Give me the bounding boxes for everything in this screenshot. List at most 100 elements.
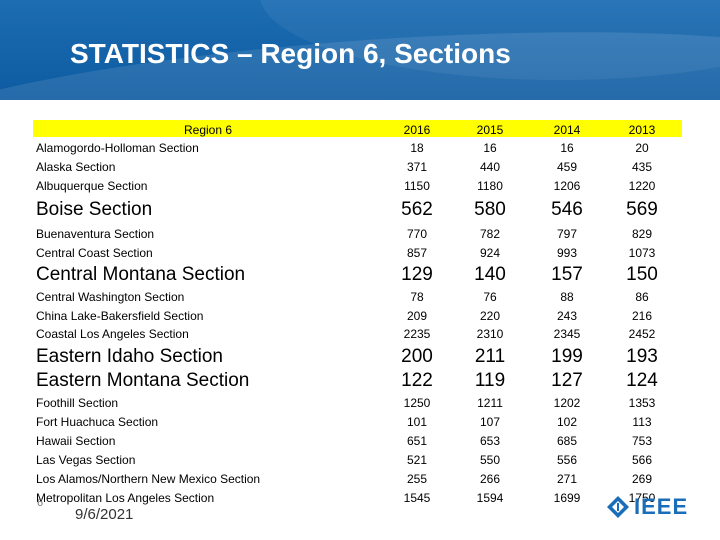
- table-row-name: Central Montana Section: [36, 264, 246, 285]
- slide-date: 9/6/2021: [75, 506, 134, 523]
- table-cell: 924: [479, 246, 501, 260]
- table-cell: 580: [474, 199, 506, 220]
- table-cell: 18: [410, 141, 424, 155]
- table-cell: 521: [406, 453, 428, 467]
- ieee-logo-text: IEEE: [634, 494, 689, 519]
- table-header-year: 2015: [476, 123, 504, 137]
- table-cell: 157: [551, 264, 583, 285]
- table-cell: 199: [551, 346, 583, 367]
- table-cell: 271: [556, 472, 578, 486]
- table-cell: 129: [401, 264, 433, 285]
- table-row-name: Metropolitan Los Angeles Section: [36, 491, 215, 505]
- table-cell: 209: [406, 309, 428, 323]
- table-cell: 829: [631, 227, 653, 241]
- table-row-name: Alamogordo-Holloman Section: [36, 141, 199, 155]
- table-cell: 1206: [553, 179, 581, 193]
- table-cell: 2235: [403, 327, 431, 341]
- table-cell: 76: [483, 290, 497, 304]
- table-cell: 78: [410, 290, 424, 304]
- table-cell: 459: [556, 160, 578, 174]
- table-cell: 1202: [553, 396, 581, 410]
- table-cell: 1220: [628, 179, 656, 193]
- table-cell: 113: [632, 415, 652, 429]
- table-row-name: Hawaii Section: [36, 434, 116, 448]
- table-cell: 651: [406, 434, 428, 448]
- table-row-name: Alaska Section: [36, 160, 116, 174]
- table-row-name: Eastern Montana Section: [36, 370, 250, 391]
- table-cell: 88: [560, 290, 574, 304]
- table-header-highlight: [33, 120, 682, 137]
- table-cell: 993: [556, 246, 578, 260]
- table-cell: 1353: [628, 396, 656, 410]
- table-cell: 1150: [404, 179, 430, 193]
- table-cell: 1750: [628, 491, 656, 505]
- table-cell: 16: [483, 141, 497, 155]
- slide-title: STATISTICS – Region 6, Sections: [70, 38, 511, 69]
- table-cell: 101: [406, 415, 428, 429]
- table-cell: 16: [560, 141, 574, 155]
- table-cell: 653: [479, 434, 501, 448]
- table-cell: 566: [631, 453, 653, 467]
- table-cell: 1699: [553, 491, 581, 505]
- table-row-name: Central Coast Section: [36, 246, 153, 260]
- table-cell: 435: [631, 160, 653, 174]
- table-row-name: China Lake-Bakersfield Section: [36, 309, 204, 323]
- table-cell: 556: [556, 453, 578, 467]
- table-row-name: Las Vegas Section: [36, 453, 136, 467]
- table-row-name: Boise Section: [36, 199, 153, 220]
- table-cell: 86: [635, 290, 649, 304]
- ieee-diamond-icon: [607, 496, 629, 518]
- table-row-name: Coastal Los Angeles Section: [36, 327, 189, 341]
- table-cell: 1250: [403, 396, 431, 410]
- ieee-logo: IEEE: [606, 493, 688, 521]
- table-cell: 569: [626, 199, 658, 220]
- table-cell: 2310: [476, 327, 504, 341]
- table-cell: 266: [479, 472, 501, 486]
- table-cell: 119: [474, 370, 506, 391]
- table-cell: 2452: [628, 327, 656, 341]
- table-cell: 2345: [553, 327, 581, 341]
- table-cell: 685: [556, 434, 578, 448]
- table-cell: 216: [631, 309, 653, 323]
- table-cell: 550: [479, 453, 501, 467]
- table-row-name: Albuquerque Section: [36, 179, 148, 193]
- table-cell: 562: [401, 199, 433, 220]
- table-cell: 1545: [403, 491, 431, 505]
- table-cell: 124: [626, 370, 658, 391]
- table-cell: 193: [626, 346, 658, 367]
- table-cell: 782: [479, 227, 501, 241]
- table-cell: 211: [474, 346, 506, 367]
- table-row-name: Eastern Idaho Section: [36, 346, 223, 367]
- table-cell: 255: [406, 472, 428, 486]
- table-cell: 546: [551, 199, 583, 220]
- table-row-name: Foothill Section: [36, 396, 119, 410]
- table-cell: 127: [551, 370, 583, 391]
- header-banner: [0, 0, 720, 100]
- table-row-name: Buenaventura Section: [36, 227, 155, 241]
- table-cell: 1211: [477, 396, 503, 410]
- table-cell: 150: [626, 264, 658, 285]
- table-cell: 122: [401, 370, 433, 391]
- table-cell: 1594: [476, 491, 504, 505]
- table-cell: 102: [556, 415, 578, 429]
- table-cell: 371: [406, 160, 428, 174]
- table-cell: 770: [406, 227, 428, 241]
- table-cell: 269: [631, 472, 653, 486]
- table-row-name: Fort Huachuca Section: [36, 415, 159, 429]
- table-header-region: Region 6: [184, 123, 233, 137]
- table-cell: 797: [556, 227, 578, 241]
- slide-number: 6: [37, 497, 44, 509]
- table-row-name: Los Alamos/Northern New Mexico Section: [36, 472, 261, 486]
- table-row-name: Central Washington Section: [36, 290, 185, 304]
- table-cell: 1180: [477, 179, 503, 193]
- table-cell: 440: [479, 160, 501, 174]
- table-cell: 243: [556, 309, 578, 323]
- table-header-year: 2014: [553, 123, 581, 137]
- table-cell: 1073: [628, 246, 656, 260]
- table-cell: 200: [401, 346, 433, 367]
- table-cell: 140: [474, 264, 506, 285]
- table-cell: 107: [479, 415, 501, 429]
- table-cell: 220: [479, 309, 501, 323]
- table-header-year: 2013: [628, 123, 656, 137]
- table-header-year: 2016: [403, 123, 431, 137]
